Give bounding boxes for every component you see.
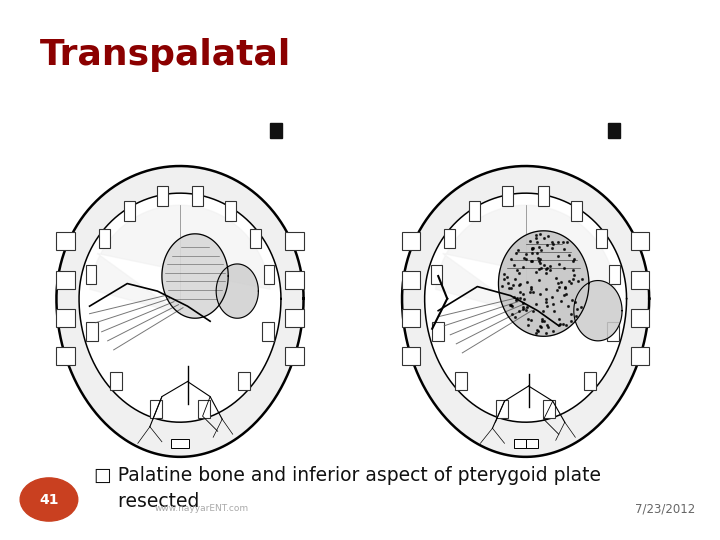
Point (556, 296, 567, 305)
Polygon shape (402, 347, 420, 365)
Point (511, 294, 523, 302)
Point (547, 327, 559, 335)
Polygon shape (197, 400, 210, 418)
Point (558, 264, 570, 273)
Point (505, 301, 517, 309)
Point (540, 294, 552, 303)
Point (559, 282, 571, 291)
Point (544, 266, 556, 274)
Point (576, 275, 588, 284)
Point (536, 316, 547, 325)
Point (522, 315, 534, 323)
Polygon shape (56, 166, 304, 457)
Point (564, 278, 576, 287)
Point (518, 305, 529, 313)
Point (548, 307, 559, 316)
Point (526, 245, 537, 253)
Polygon shape (251, 228, 261, 248)
Point (526, 256, 538, 265)
Text: □ Palatine bone and inferior aspect of pterygoid plate: □ Palatine bone and inferior aspect of p… (94, 465, 600, 485)
Polygon shape (631, 271, 649, 288)
Point (512, 246, 523, 254)
Polygon shape (496, 400, 508, 418)
Point (521, 302, 533, 311)
Point (541, 240, 553, 249)
Point (523, 321, 534, 329)
Bar (608, 123, 620, 138)
Point (575, 303, 587, 312)
Polygon shape (86, 322, 99, 341)
Point (509, 313, 521, 322)
Point (562, 301, 574, 310)
Point (508, 281, 519, 289)
Point (540, 265, 552, 273)
Point (518, 299, 529, 307)
Point (534, 321, 546, 330)
Point (569, 298, 580, 306)
Point (554, 320, 566, 328)
Point (523, 237, 535, 246)
Point (527, 287, 539, 296)
Point (567, 256, 579, 265)
Point (533, 327, 544, 335)
Polygon shape (286, 232, 304, 251)
Polygon shape (444, 228, 455, 248)
Point (514, 294, 526, 302)
Polygon shape (150, 400, 163, 418)
Point (510, 296, 522, 305)
Polygon shape (503, 186, 513, 206)
Point (521, 278, 533, 287)
Point (531, 234, 542, 242)
Point (564, 250, 575, 259)
Polygon shape (431, 265, 442, 284)
Point (566, 296, 577, 305)
Point (536, 322, 547, 331)
Point (556, 278, 567, 287)
Point (527, 244, 539, 252)
Point (567, 275, 578, 284)
Bar (270, 123, 282, 138)
Point (542, 322, 554, 331)
Polygon shape (225, 201, 236, 220)
Polygon shape (286, 271, 304, 288)
Point (559, 291, 570, 300)
Point (501, 273, 513, 281)
Circle shape (20, 478, 78, 521)
Polygon shape (498, 231, 589, 336)
Point (531, 326, 543, 335)
Point (505, 254, 516, 263)
Point (534, 257, 545, 266)
Polygon shape (609, 265, 620, 284)
Polygon shape (286, 347, 304, 365)
Point (559, 284, 571, 292)
Point (561, 321, 572, 329)
Point (542, 232, 554, 240)
Polygon shape (56, 232, 74, 251)
Point (562, 238, 573, 247)
Point (553, 260, 564, 268)
Point (513, 269, 525, 278)
Polygon shape (574, 281, 622, 341)
Point (546, 244, 557, 253)
Point (518, 294, 529, 303)
Point (541, 321, 552, 330)
Point (540, 329, 552, 338)
Polygon shape (584, 372, 596, 390)
Point (557, 320, 569, 328)
Point (531, 238, 542, 246)
Polygon shape (571, 201, 582, 220)
Point (569, 271, 580, 279)
Point (498, 274, 510, 283)
Point (503, 279, 514, 288)
Polygon shape (436, 205, 616, 314)
Polygon shape (402, 232, 420, 251)
Point (517, 263, 528, 272)
Point (530, 328, 541, 337)
Point (508, 293, 520, 301)
Polygon shape (79, 193, 281, 422)
Point (526, 249, 538, 258)
Point (518, 254, 530, 262)
Point (552, 252, 564, 260)
Point (526, 315, 537, 324)
